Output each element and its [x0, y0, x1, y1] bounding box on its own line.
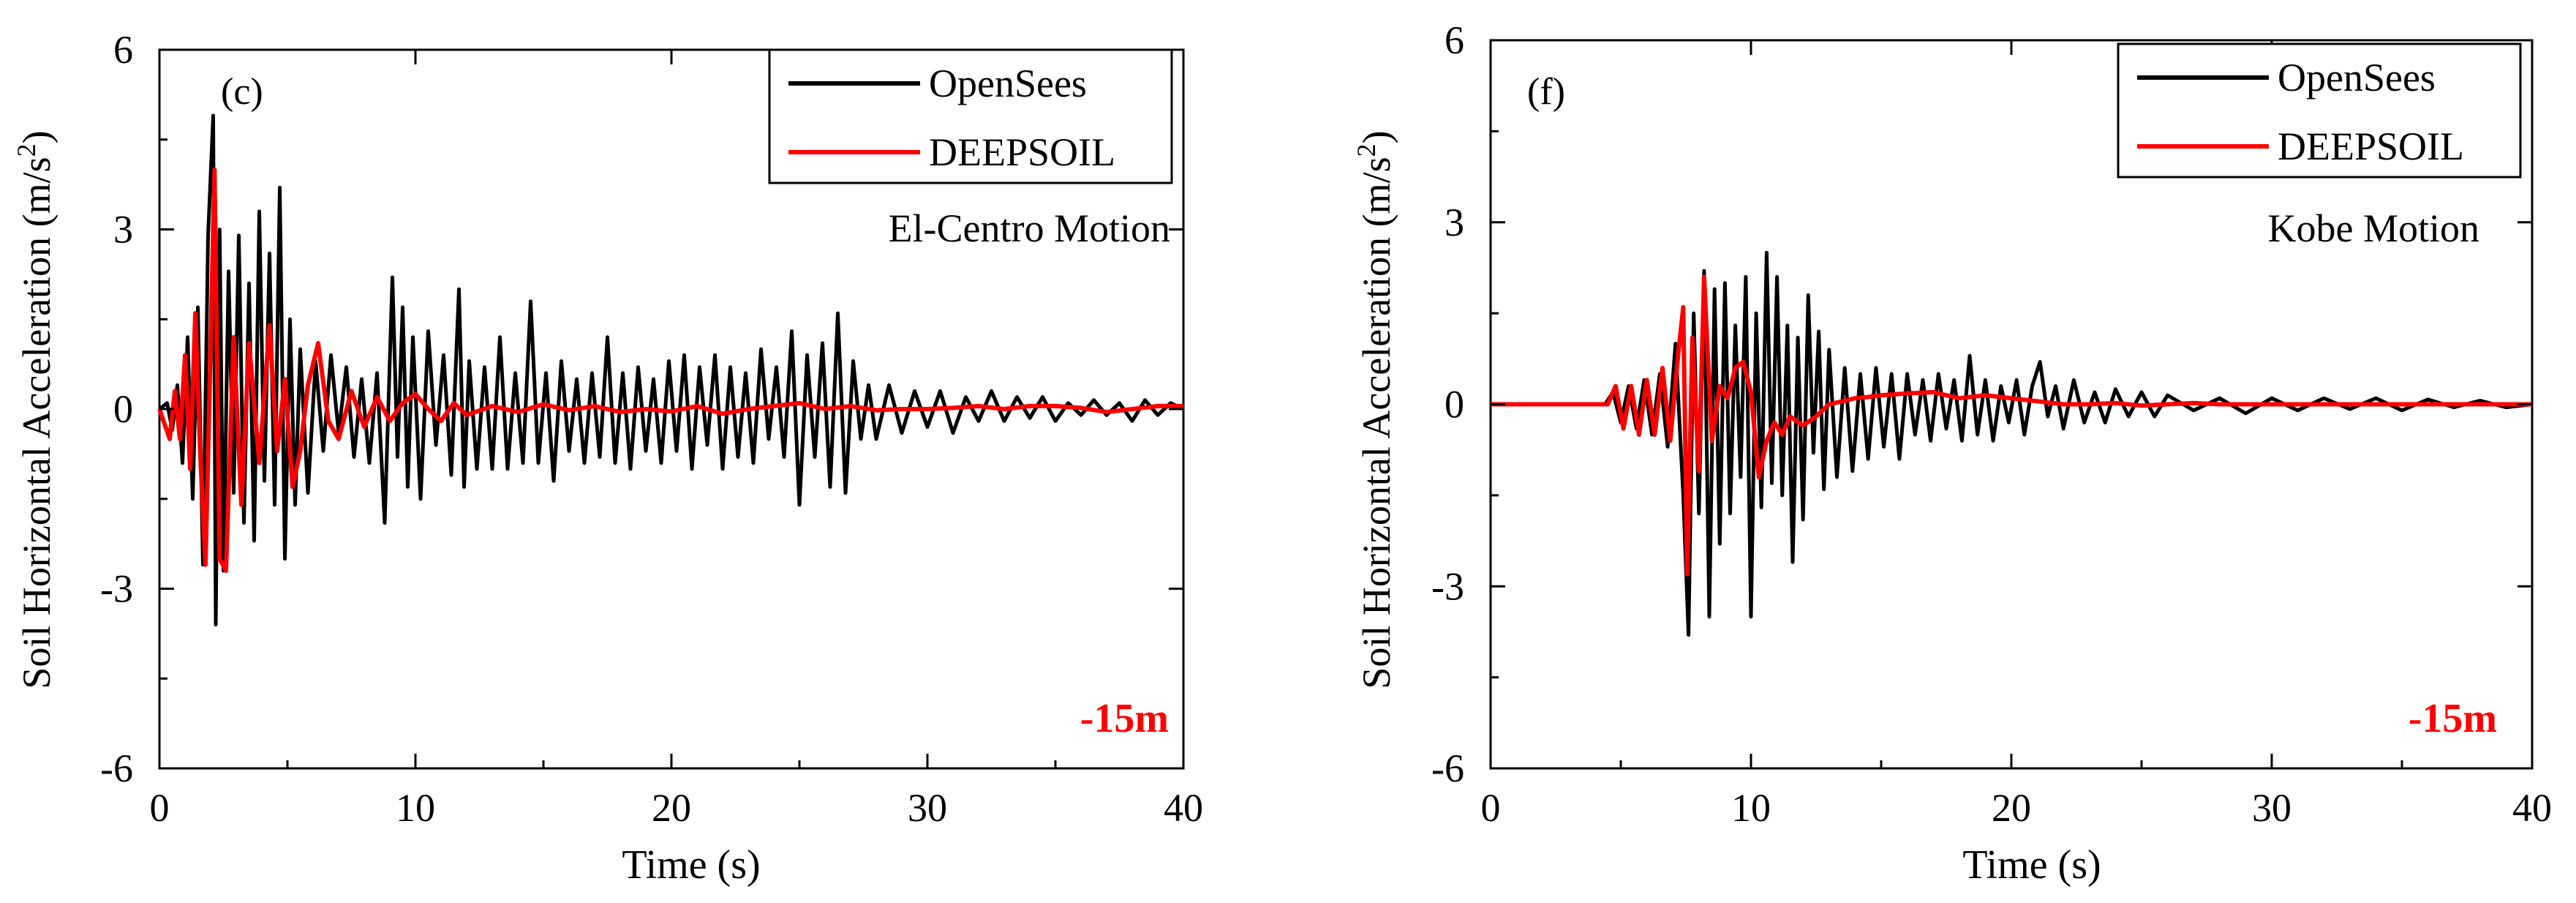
legend-label-deepsoil: DEEPSOIL [929, 130, 1115, 174]
legend-label-opensees: OpenSees [929, 61, 1087, 105]
legend-label-deepsoil: DEEPSOIL [2278, 124, 2464, 168]
x-tick-label: 40 [2512, 786, 2552, 830]
motion-label: El-Centro Motion [889, 206, 1170, 250]
tick-group: 0 10 20 30 40 -6 -3 0 3 6 [1431, 18, 2552, 830]
y-tick-label: -6 [100, 746, 133, 790]
y-tick-label: 6 [1445, 18, 1464, 62]
x-axis-label: Time (s) [1962, 842, 2101, 888]
y-axis-label: Soil Horizontal Acceleration (m/s2) [12, 130, 59, 689]
x-tick-label: 30 [2252, 786, 2291, 830]
y-axis-label-close: ) [15, 130, 59, 143]
legend-box [2117, 42, 2522, 179]
series-line-deepsoil [157, 167, 1183, 573]
series-line-opensees [1491, 250, 2533, 637]
chart-panel-el-centro: 0 10 20 30 40 -6 -3 0 3 6 (c) El-Centro Motion -1… [12, 28, 1203, 888]
tick-group: 0 10 20 30 40 -6 -3 0 3 6 [100, 28, 1203, 830]
panel-label: (f) [1527, 71, 1565, 113]
x-tick-label: 40 [1164, 786, 1203, 830]
chart-panel-kobe: 0 10 20 30 40 -6 -3 0 3 6 (f) Kobe Motion -15m Ti… [1352, 18, 2552, 888]
series-group [157, 113, 1185, 627]
y-axis-label-close: ) [1355, 130, 1398, 143]
y-axis-label: Soil Horizontal Acceleration (m/s2) [1352, 130, 1398, 689]
y-tick-label: 3 [1445, 201, 1464, 244]
y-tick-label: -6 [1431, 746, 1464, 790]
x-tick-label: 10 [1731, 786, 1771, 830]
x-tick-label: 20 [1992, 786, 2031, 830]
x-tick-label: 20 [652, 786, 691, 830]
y-axis-label-superscript: 2 [12, 143, 41, 157]
y-tick-label: 0 [113, 387, 133, 431]
y-axis-label-main: Soil Horizontal Acceleration (m/s [1355, 157, 1398, 689]
legend: OpenSees DEEPSOIL [2117, 42, 2522, 179]
motion-label: Kobe Motion [2268, 206, 2480, 250]
y-axis-label-main: Soil Horizontal Acceleration (m/s [15, 157, 59, 689]
x-tick-label: 0 [1481, 786, 1501, 830]
y-tick-label: 0 [1445, 383, 1464, 427]
depth-label: -15m [2409, 696, 2497, 741]
depth-label: -15m [1080, 696, 1169, 741]
legend-label-opensees: OpenSees [2278, 56, 2436, 100]
panel-label: (c) [221, 71, 263, 113]
y-tick-label: -3 [100, 567, 133, 611]
x-tick-label: 10 [396, 786, 435, 830]
x-tick-label: 0 [150, 786, 170, 830]
y-tick-label: 6 [113, 28, 133, 72]
x-tick-label: 30 [908, 786, 947, 830]
series-line-deepsoil [1491, 274, 2532, 577]
legend: OpenSees DEEPSOIL [768, 48, 1173, 184]
x-axis-label: Time (s) [622, 842, 760, 888]
series-group [1491, 250, 2533, 637]
y-tick-label: -3 [1431, 564, 1464, 608]
y-axis-label-superscript: 2 [1352, 143, 1381, 157]
legend-box [768, 48, 1173, 184]
y-tick-label: 3 [113, 208, 133, 252]
